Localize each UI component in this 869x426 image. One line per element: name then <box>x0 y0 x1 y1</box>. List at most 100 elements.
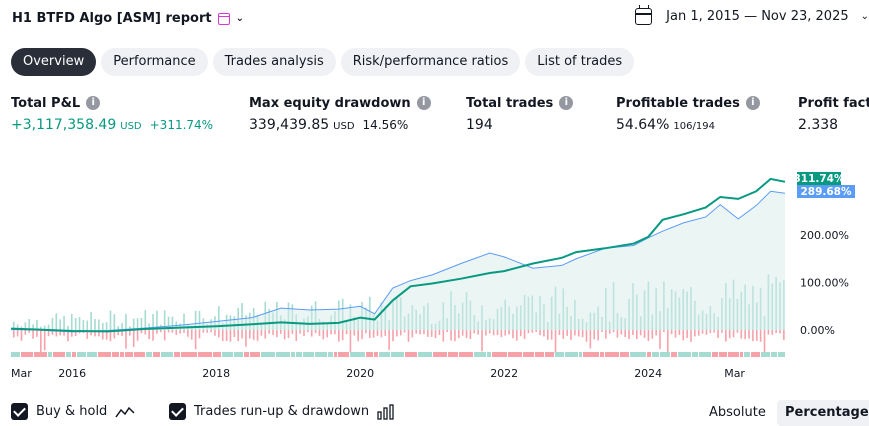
chevron-down-icon[interactable]: ⌄ <box>860 11 869 22</box>
runup-bar <box>136 318 139 330</box>
trade-strip-block <box>761 352 770 357</box>
percentage-toggle[interactable]: Percentage <box>777 400 869 426</box>
trade-strip-block <box>535 352 544 357</box>
x-tick-label: 2024 <box>634 367 662 380</box>
trade-strip-block <box>523 352 534 357</box>
drawdown-bar <box>36 330 38 337</box>
runup-bar <box>109 310 112 330</box>
calendar-icon[interactable] <box>635 5 653 25</box>
metric-unit: USD <box>120 121 142 132</box>
drawdown-bar <box>450 330 452 341</box>
runup-bar <box>63 315 65 330</box>
info-icon[interactable]: i <box>745 96 760 110</box>
info-icon[interactable]: i <box>416 96 431 110</box>
drawdown-bar <box>264 330 267 339</box>
tab-performance[interactable]: Performance <box>101 48 208 76</box>
report-header: H1 BTFD Algo [ASM] report ⌄ Jan 1, 2015 … <box>0 0 869 40</box>
x-tick-label: Mar <box>724 367 745 380</box>
drawdown-bar <box>330 330 332 335</box>
trade-strip-block <box>198 352 212 357</box>
drawdown-bar <box>496 330 499 336</box>
trade-strip-block <box>153 352 160 357</box>
drawdown-bar <box>419 330 421 335</box>
runup-bar <box>148 323 150 330</box>
drawdown-bar <box>163 330 166 341</box>
drawdown-bar <box>442 330 445 342</box>
tab-list-of-trades[interactable]: List of trades <box>525 48 635 76</box>
drawdown-bar <box>632 330 634 336</box>
drawdown-bar <box>303 330 305 337</box>
drawdown-bar <box>434 330 437 339</box>
tab-trades-analysis[interactable]: Trades analysis <box>212 48 336 76</box>
trade-strip-block <box>459 352 473 357</box>
metric-total-pl: Total P&L i +3,117,358.49 USD +311.74% <box>11 94 213 134</box>
drawdown-bar <box>546 330 549 340</box>
drawdown-bar <box>485 330 487 336</box>
drawdown-bar <box>473 330 476 334</box>
drawdown-bar <box>763 330 766 353</box>
trade-strip-block <box>350 352 365 357</box>
date-range-selector[interactable]: Jan 1, 2015 — Nov 23, 2025 ⌄ <box>635 5 869 25</box>
drawdown-bar <box>152 330 154 341</box>
drawdown-bar <box>206 330 209 333</box>
metric-total-trades: Total trades i 194 <box>466 94 574 133</box>
buy-hold-toggle[interactable]: Buy & hold <box>11 403 135 420</box>
drawdown-bar <box>338 330 340 342</box>
runup-bar <box>47 324 50 330</box>
report-title[interactable]: H1 BTFD Algo [ASM] report ⌄ <box>12 11 244 26</box>
drawdown-bar <box>357 330 359 342</box>
drawdown-bar <box>376 330 379 336</box>
absolute-toggle[interactable]: Absolute <box>709 405 766 420</box>
trade-strip-block <box>244 352 249 357</box>
equity-chart[interactable]: 0.00% 100.00% 200.00% 311.74%289.68% Mar 2016… <box>0 160 869 390</box>
trade-strip-block <box>433 352 447 357</box>
drawdown-bar <box>721 330 723 333</box>
drawdown-bar <box>47 330 50 337</box>
runup-bar <box>94 318 96 330</box>
drawdown-bar <box>636 330 638 340</box>
tab-risk-performance-ratios[interactable]: Risk/performance ratios <box>340 48 521 76</box>
drawdown-bar <box>268 330 270 334</box>
trade-strip-block <box>315 352 327 357</box>
trade-strip-block <box>671 352 677 357</box>
metric-label: Total trades <box>466 95 554 111</box>
chevron-down-icon[interactable]: ⌄ <box>235 13 244 24</box>
drawdown-bar <box>361 330 363 340</box>
date-range-text: Jan 1, 2015 — Nov 23, 2025 <box>666 9 849 24</box>
drawdown-bar <box>694 330 696 337</box>
drawdown-bar <box>175 330 178 335</box>
checkbox-checked[interactable] <box>11 403 28 420</box>
drawdown-bar <box>349 330 352 352</box>
tab-overview[interactable]: Overview <box>11 48 97 76</box>
y-tick-label: 200.00% <box>800 229 849 242</box>
x-tick-label: Mar <box>11 367 32 380</box>
strategy-equity-line <box>10 177 786 333</box>
drawdown-bar <box>670 330 673 335</box>
metric-value: +3,117,358.49 <box>11 117 117 133</box>
checkbox-checked[interactable] <box>169 403 186 420</box>
drawdown-bar <box>291 330 294 334</box>
strategy-last-label-bg <box>797 172 841 185</box>
trade-strip-block <box>66 352 71 357</box>
drawdown-bar <box>748 330 750 339</box>
drawdown-bar <box>779 330 781 334</box>
runup-bar <box>121 322 123 330</box>
trade-strip-block <box>508 352 522 357</box>
info-icon[interactable]: i <box>559 96 574 110</box>
drawdown-bar <box>461 330 464 336</box>
runup-drawdown-toggle[interactable]: Trades run-up & drawdown <box>169 403 395 420</box>
trade-strip-block <box>72 352 76 357</box>
info-icon[interactable]: i <box>86 96 101 110</box>
drawdown-bar <box>167 330 170 333</box>
trade-strip-block <box>213 352 221 357</box>
drawdown-bar <box>655 330 657 336</box>
drawdown-bar <box>279 330 282 334</box>
drawdown-bar <box>384 330 387 336</box>
x-tick-label: 2018 <box>202 367 230 380</box>
drawdown-bar <box>752 330 754 342</box>
drawdown-bar <box>198 330 201 339</box>
metric-value: 54.64% <box>616 117 670 133</box>
metric-label: Profitable trades <box>616 95 740 111</box>
drawdown-bar <box>218 330 220 338</box>
drawdown-bar <box>183 330 185 333</box>
